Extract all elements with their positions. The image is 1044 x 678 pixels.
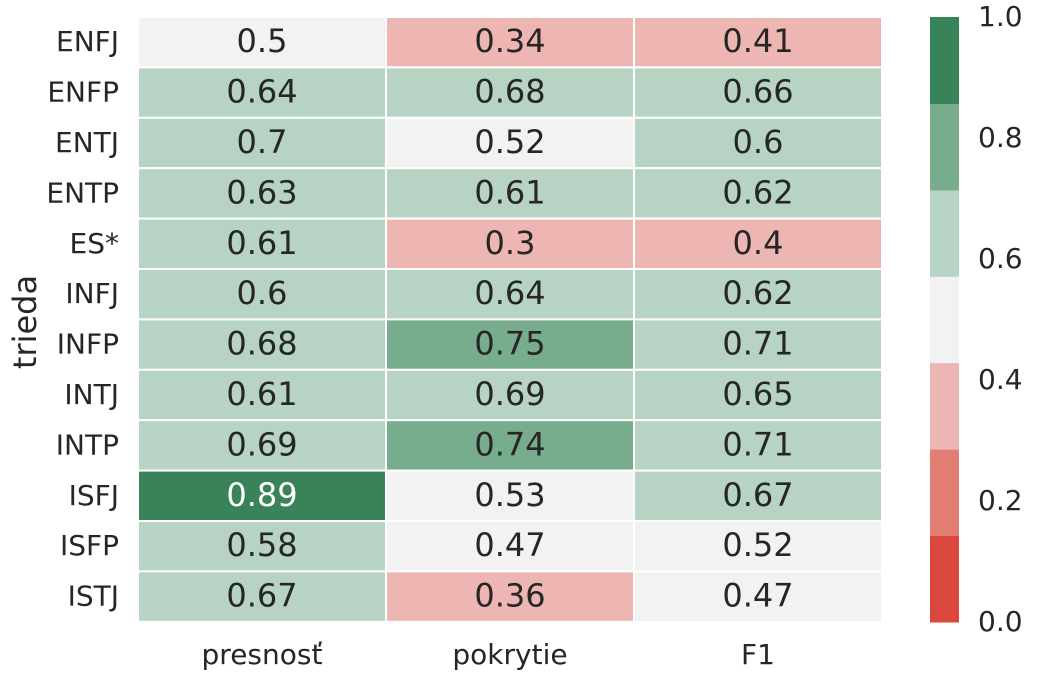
- heatmap-value-label: 0.64: [226, 73, 297, 111]
- colorbar-segment: [930, 276, 959, 364]
- heatmap-cell: [385, 16, 635, 69]
- heatmap-value-label: 0.68: [226, 325, 297, 363]
- colorbar-tick-label: 0.8: [978, 121, 1023, 154]
- heatmap-cell: [633, 469, 883, 523]
- heatmap-cell: [385, 217, 635, 271]
- colorbar-segment: [930, 189, 959, 277]
- column-tick-labels: presnosť pokrytie F1: [202, 638, 775, 671]
- colorbar-tick-label: 0.0: [978, 605, 1023, 638]
- heatmap-value-label: 0.52: [474, 123, 545, 161]
- colorbar-segment: [930, 103, 959, 191]
- heatmap-value-label: 0.66: [722, 73, 793, 111]
- heatmap-value-label: 0.69: [226, 425, 297, 463]
- heatmap-value-label: 0.7: [237, 123, 288, 161]
- heatmap-cell: [633, 268, 883, 321]
- heatmap-cell: [137, 167, 387, 220]
- row-tick-label: INTJ: [64, 378, 119, 411]
- heatmap-value-label: 0.61: [226, 224, 297, 262]
- heatmap-value-label: 0.3: [485, 224, 536, 262]
- heatmap-value-label: 0.53: [474, 476, 545, 514]
- column-tick-label: F1: [741, 638, 775, 671]
- heatmap-value-label: 0.67: [226, 577, 297, 615]
- y-axis-label: trieda: [6, 275, 44, 369]
- heatmap-value-label: 0.36: [474, 577, 545, 615]
- row-tick-label: INFP: [57, 328, 119, 361]
- row-tick-label: ENTP: [46, 176, 119, 209]
- heatmap-cell: [633, 66, 883, 119]
- heatmap-cell: [137, 318, 387, 371]
- heatmap-value-label: 0.6: [237, 274, 288, 312]
- row-tick-label: ENTJ: [55, 126, 119, 159]
- heatmap-value-label: 0.75: [474, 325, 545, 363]
- heatmap-value-label: 0.74: [474, 425, 545, 463]
- heatmap-cell: [137, 268, 387, 321]
- row-tick-label: ES*: [70, 227, 119, 260]
- heatmap-cell: [137, 570, 387, 623]
- colorbar-tick-labels: 0.0 0.2 0.4 0.6 0.8 1.0: [978, 0, 1023, 638]
- heatmap-cell: [137, 520, 387, 573]
- colorbar-tick-label: 1.0: [978, 0, 1023, 33]
- heatmap-cell: [137, 16, 387, 69]
- colorbar-segment: [930, 449, 959, 537]
- colorbar: [930, 17, 959, 623]
- heatmap-value-label: 0.5: [237, 22, 288, 60]
- row-tick-label: INFJ: [65, 277, 119, 310]
- heatmap-cell: [385, 570, 635, 623]
- heatmap-cell: [385, 116, 635, 170]
- row-tick-labels: ENFJ ENFP ENTJ ENTP ES* INFJ INFP INTJ INTP ISFJ I…: [46, 25, 119, 612]
- heatmap-value-labels: 0.5 0.34 0.41 0.64 0.68 0.66 0.7 0.52 0.6 0.63 0.6…: [226, 22, 793, 614]
- heatmap-value-label: 0.64: [474, 274, 545, 312]
- heatmap-value-label: 0.63: [226, 173, 297, 211]
- heatmap-value-label: 0.61: [226, 375, 297, 413]
- colorbar-tick-label: 0.4: [978, 363, 1023, 396]
- heatmap-cell: [633, 419, 883, 472]
- column-tick-label: presnosť: [202, 638, 323, 671]
- heatmap-value-label: 0.62: [722, 173, 793, 211]
- colorbar-segment: [930, 17, 959, 104]
- heatmap-value-label: 0.47: [474, 526, 545, 564]
- heatmap-cell: [137, 368, 387, 422]
- heatmap-value-label: 0.62: [722, 274, 793, 312]
- row-tick-label: ENFP: [47, 76, 119, 109]
- heatmap-cell: [633, 167, 883, 220]
- heatmap-cell: [137, 469, 387, 523]
- heatmap-value-label: 0.47: [722, 577, 793, 615]
- heatmap-cell: [385, 268, 635, 321]
- heatmap-value-label: 0.71: [722, 425, 793, 463]
- colorbar-segment: [930, 362, 959, 450]
- row-tick-label: ISFJ: [69, 479, 119, 512]
- heatmap-value-label: 0.89: [226, 476, 297, 514]
- colorbar-segment: [930, 535, 959, 623]
- heatmap-value-label: 0.52: [722, 526, 793, 564]
- row-tick-label: ISFP: [60, 529, 119, 562]
- row-tick-label: ENFJ: [56, 25, 119, 58]
- row-tick-label: ISTJ: [68, 580, 119, 613]
- heatmap-cell: [633, 570, 883, 623]
- heatmap-cell: [633, 368, 883, 422]
- heatmap-value-label: 0.41: [722, 22, 793, 60]
- colorbar-tick-label: 0.2: [978, 484, 1023, 517]
- heatmap-cell: [633, 318, 883, 371]
- heatmap-value-label: 0.61: [474, 173, 545, 211]
- heatmap-value-label: 0.67: [722, 476, 793, 514]
- heatmap-cell: [385, 318, 635, 371]
- heatmap-value-label: 0.65: [722, 375, 793, 413]
- heatmap-cell: [385, 368, 635, 422]
- heatmap-value-label: 0.34: [474, 22, 545, 60]
- row-tick-label: INTP: [56, 428, 119, 461]
- heatmap-value-label: 0.6: [733, 123, 784, 161]
- heatmap-cells: [137, 16, 883, 623]
- heatmap-value-label: 0.68: [474, 73, 545, 111]
- heatmap-cell: [385, 469, 635, 523]
- column-tick-label: pokrytie: [452, 638, 567, 671]
- heatmap-cell: [633, 520, 883, 573]
- colorbar-tick-label: 0.6: [978, 242, 1023, 275]
- heatmap-value-label: 0.69: [474, 375, 545, 413]
- heatmap-value-label: 0.4: [733, 224, 784, 262]
- heatmap-value-label: 0.71: [722, 325, 793, 363]
- heatmap-value-label: 0.58: [226, 526, 297, 564]
